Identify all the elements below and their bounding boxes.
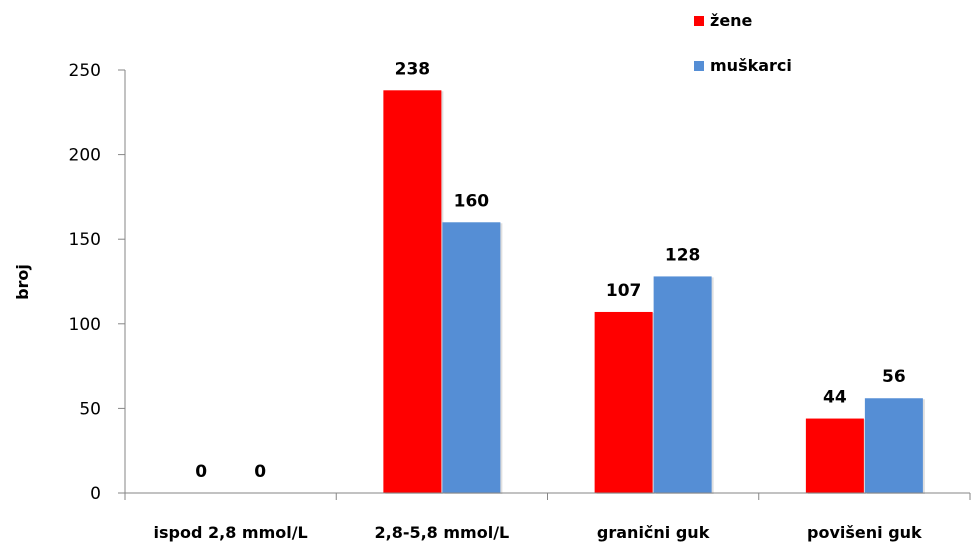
legend: žene muškarci [694,11,792,75]
legend-label: žene [710,11,753,30]
bar [805,418,864,493]
data-label: 0 [254,462,266,482]
data-label: 128 [665,245,701,265]
y-axis-title: broj [13,264,32,300]
x-category-label: ispod 2,8 mmol/L [154,523,308,542]
bar [594,311,653,493]
data-label: 238 [395,59,431,79]
x-category-label: 2,8-5,8 mmol/L [374,523,509,542]
bars-layer [383,90,925,494]
y-tick-label: 250 [69,61,101,81]
data-label: 0 [195,462,207,482]
legend-swatch [694,16,704,26]
x-category-label: povišeni guk [807,523,922,542]
y-ticks: 0 50 100 150 200 250 [69,61,125,504]
y-tick-label: 50 [79,399,101,419]
bar [653,276,712,493]
legend-label: muškarci [710,56,792,75]
y-tick-label: 150 [69,230,101,250]
data-label: 44 [823,388,847,408]
legend-swatch [694,61,704,71]
x-ticks: ispod 2,8 mmol/L 2,8-5,8 mmol/L granični g… [124,493,971,542]
x-category-label: granični guk [597,523,710,542]
bar [864,398,923,493]
y-tick-label: 200 [69,146,101,166]
data-label: 56 [882,367,906,387]
y-tick-label: 100 [69,315,101,335]
data-labels: 0 238 107 44 0 160 128 56 [195,59,906,482]
y-tick-label: 0 [90,484,101,504]
bar [442,222,501,493]
bar [383,90,442,493]
data-label: 160 [454,191,490,211]
data-label: 107 [606,281,642,301]
